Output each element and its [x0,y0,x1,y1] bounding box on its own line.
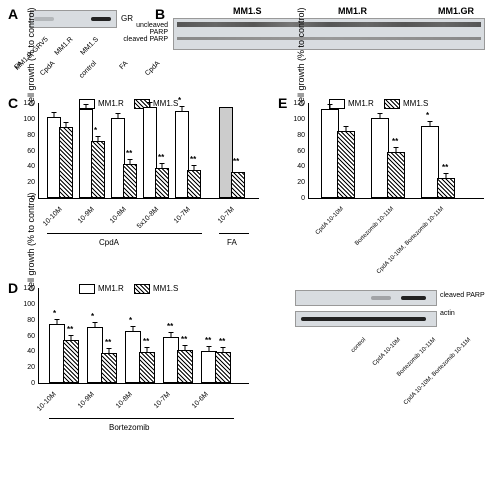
panel-b: B MM1.S MM1.R MM1.GR uncleaved PARP clea… [155,6,165,22]
panel-a: A GR MM1.R-GRV5 MM1.R MM1.S [8,6,18,22]
panel-e-blot: cleaved PARP actin controlCpdA 10-10MBor… [295,290,485,329]
panel-b-label: B [155,6,165,22]
blot-a [30,10,117,28]
panel-a-label: A [8,6,18,22]
blot-actin [295,311,437,327]
blot-b [173,18,485,50]
panel-e: E cell growth (% to control) MM1.R MM1.S… [278,95,493,245]
panel-d: D cell growth (% to control) MM1.R MM1.S… [8,280,263,440]
blot-parp [295,290,437,306]
panel-c: C cell growth (% to control) MM1.R MM1.S… [8,95,263,245]
